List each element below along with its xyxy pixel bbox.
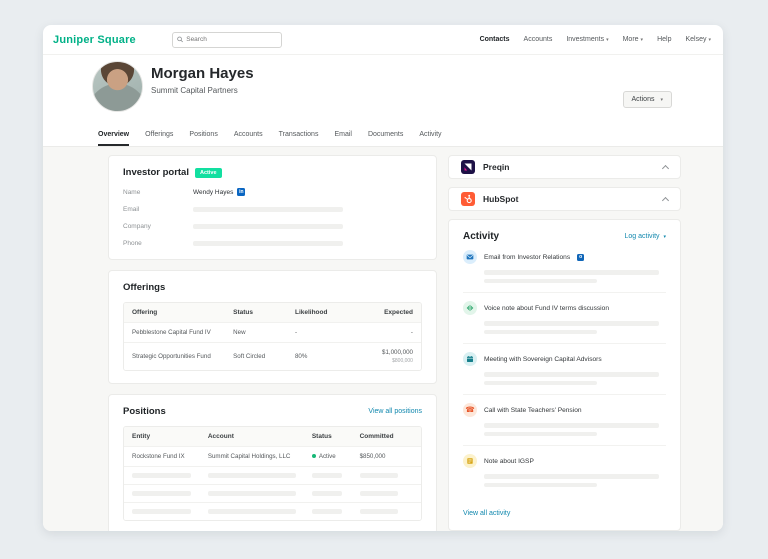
caret-down-icon: ▾ bbox=[663, 234, 666, 240]
field-company: Company bbox=[123, 223, 422, 230]
email-icon bbox=[463, 250, 477, 264]
activity-item-email: Email from Investor Relations o bbox=[463, 242, 666, 293]
investor-portal-title: Investor portal bbox=[123, 167, 189, 178]
nav-item-more[interactable]: More ▾ bbox=[622, 36, 644, 43]
tab-offerings[interactable]: Offerings bbox=[145, 131, 174, 138]
chevron-up-icon[interactable] bbox=[661, 196, 670, 204]
active-status-dot bbox=[311, 454, 316, 459]
hubspot-icon bbox=[461, 192, 475, 206]
positions-table: Entity Account Status Committed Rockston… bbox=[123, 426, 422, 521]
tab-accounts[interactable]: Accounts bbox=[233, 131, 263, 138]
nav-item-accounts[interactable]: Accounts bbox=[523, 36, 553, 43]
avatar bbox=[92, 61, 143, 112]
status-badge: Active bbox=[195, 167, 222, 178]
offerings-card: Offerings Offering Status Likelihood Exp… bbox=[108, 270, 437, 384]
table-row[interactable]: Pebblestone Capital Fund IV New - - bbox=[124, 322, 421, 342]
calendar-icon bbox=[463, 352, 477, 366]
profile-tabs: Overview Offerings Positions Accounts Tr… bbox=[98, 131, 442, 146]
phone-placeholder-bar bbox=[193, 241, 343, 246]
activity-item-note: Note about IGSP bbox=[463, 446, 666, 496]
investor-portal-card: Investor portal Active Name Wendy Hayes … bbox=[108, 155, 437, 260]
caret-down-icon: ▾ bbox=[660, 96, 663, 103]
view-all-activity-link[interactable]: View all activity bbox=[463, 510, 511, 517]
table-row[interactable]: Strategic Opportunities Fund Soft Circle… bbox=[124, 342, 421, 370]
page-title: Morgan Hayes bbox=[151, 65, 254, 82]
contact-company: Summit Capital Partners bbox=[151, 86, 238, 95]
expected-sub-amount: $800,000 bbox=[392, 358, 413, 364]
actions-button[interactable]: Actions ▾ bbox=[622, 91, 672, 108]
caret-down-icon: ▾ bbox=[708, 37, 711, 43]
waveform-icon bbox=[463, 301, 477, 315]
contact-identity: Morgan Hayes Summit Capital Partners bbox=[151, 65, 254, 95]
offerings-header-row: Offering Status Likelihood Expected bbox=[124, 303, 421, 322]
activity-item-call: ☎ Call with State Teachers' Pension bbox=[463, 395, 666, 446]
table-row[interactable]: Rockstone Fund IX Summit Capital Holding… bbox=[124, 446, 421, 466]
content-area: Investor portal Active Name Wendy Hayes … bbox=[43, 147, 723, 531]
preqin-icon bbox=[461, 160, 475, 174]
positions-header-row: Entity Account Status Committed bbox=[124, 427, 421, 446]
note-icon bbox=[463, 454, 477, 468]
linkedin-icon[interactable]: in bbox=[237, 188, 246, 196]
preqin-label: Preqin bbox=[483, 162, 510, 172]
juniper-square-logo[interactable]: Juniper Square bbox=[53, 33, 136, 46]
outlook-icon: o bbox=[577, 253, 585, 261]
tab-overview[interactable]: Overview bbox=[98, 131, 130, 146]
email-placeholder-bar bbox=[193, 207, 343, 212]
main-panel: Juniper Square Contacts Accounts Investm… bbox=[43, 25, 723, 531]
skeleton-row bbox=[124, 466, 421, 484]
profile-header: Morgan Hayes Summit Capital Partners Act… bbox=[43, 55, 723, 147]
field-phone: Phone bbox=[123, 240, 422, 247]
nav-links: Contacts Accounts Investments ▾ More ▾ Hel… bbox=[480, 36, 711, 43]
top-nav: Juniper Square Contacts Accounts Investm… bbox=[43, 25, 723, 55]
skeleton-row bbox=[124, 484, 421, 502]
nav-item-contacts[interactable]: Contacts bbox=[479, 36, 510, 43]
caret-down-icon: ▾ bbox=[606, 37, 609, 43]
hubspot-card[interactable]: HubSpot bbox=[448, 187, 681, 211]
nav-item-investments[interactable]: Investments ▾ bbox=[566, 36, 609, 43]
field-email: Email bbox=[123, 206, 422, 213]
tab-transactions[interactable]: Transactions bbox=[278, 131, 319, 138]
search-box[interactable] bbox=[171, 31, 282, 48]
phone-icon: ☎ bbox=[463, 403, 477, 417]
tab-email[interactable]: Email bbox=[334, 131, 352, 138]
left-column: Investor portal Active Name Wendy Hayes … bbox=[108, 155, 437, 531]
tab-documents[interactable]: Documents bbox=[367, 131, 404, 138]
search-icon bbox=[177, 36, 183, 43]
activity-item-meeting: Meeting with Sovereign Capital Advisors bbox=[463, 344, 666, 395]
view-all-positions-link[interactable]: View all positions bbox=[368, 408, 422, 415]
user-menu[interactable]: Kelsey ▾ bbox=[685, 36, 711, 43]
right-column: Preqin HubSpot Activity Log activity ▾ bbox=[448, 155, 681, 531]
hubspot-label: HubSpot bbox=[483, 194, 519, 204]
contact-name-value: Wendy Hayes bbox=[193, 188, 234, 196]
field-name: Name Wendy Hayes in bbox=[123, 188, 246, 196]
skeleton-row bbox=[124, 502, 421, 520]
activity-item-voice-note: Voice note about Fund IV terms discussio… bbox=[463, 293, 666, 344]
caret-down-icon: ▾ bbox=[640, 37, 644, 43]
log-activity-button[interactable]: Log activity ▾ bbox=[624, 233, 667, 240]
positions-card: Positions View all positions Entity Acco… bbox=[108, 394, 437, 531]
positions-title: Positions bbox=[123, 406, 166, 417]
chevron-up-icon[interactable] bbox=[661, 164, 670, 172]
expected-amount: $1,000,000 bbox=[382, 349, 413, 356]
tab-positions[interactable]: Positions bbox=[189, 131, 218, 138]
activity-card: Activity Log activity ▾ Email from Inves… bbox=[448, 219, 681, 531]
offerings-title: Offerings bbox=[123, 282, 166, 293]
preqin-card[interactable]: Preqin bbox=[448, 155, 681, 179]
nav-item-help[interactable]: Help bbox=[657, 36, 672, 43]
offerings-table: Offering Status Likelihood Expected Pebb… bbox=[123, 302, 422, 371]
tab-activity[interactable]: Activity bbox=[419, 131, 442, 138]
activity-title: Activity bbox=[463, 231, 500, 242]
company-placeholder-bar bbox=[193, 224, 343, 229]
search-input[interactable] bbox=[186, 36, 277, 43]
